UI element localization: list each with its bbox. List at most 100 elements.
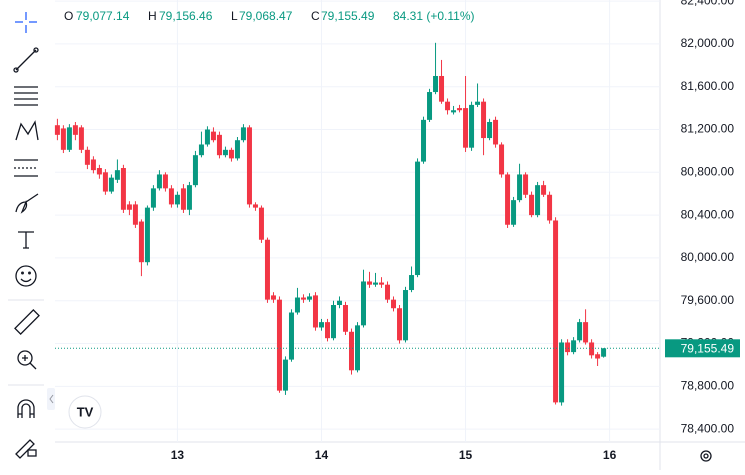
zoom-tool[interactable]: [17, 350, 37, 370]
candle-body: [361, 281, 367, 326]
crosshair-tool[interactable]: [15, 12, 37, 33]
legend-value: 79,077.14: [76, 9, 130, 23]
candle-body: [210, 131, 216, 141]
legend-label: L: [231, 9, 238, 23]
ruler-tool[interactable]: [14, 309, 40, 335]
candle-body: [601, 348, 607, 357]
candle-body: [252, 204, 258, 208]
collapse-arrow: [49, 394, 54, 404]
candle-body: [493, 119, 499, 145]
candle-body: [312, 295, 318, 328]
candle-body: [72, 125, 78, 135]
candle-body: [457, 108, 463, 111]
candle-body: [427, 92, 433, 120]
candle-body: [318, 322, 324, 328]
candle-body: [246, 127, 252, 205]
legend-change: 84.31 (+0.11%): [393, 9, 475, 23]
y-tick-label: 80,800.00: [681, 164, 735, 178]
brush-tool[interactable]: [15, 193, 39, 214]
candle-body: [234, 140, 240, 159]
candle-body: [174, 194, 180, 205]
candle-body: [126, 204, 132, 210]
candle-body: [583, 322, 589, 343]
candle-body: [403, 290, 409, 341]
candle-body: [96, 168, 102, 175]
legend-label: O: [64, 9, 73, 23]
candle-body: [559, 342, 565, 403]
candle-body: [162, 174, 168, 189]
candle-body: [487, 122, 493, 139]
fib-tool[interactable]: [14, 86, 38, 106]
x-tick-label: 14: [315, 448, 329, 462]
candle-body: [192, 155, 198, 186]
forecast-tool[interactable]: [14, 159, 38, 177]
candle-body: [565, 342, 571, 353]
candle-body: [198, 144, 204, 156]
candle-body: [547, 194, 553, 221]
last-price-box: [665, 339, 740, 358]
legend-value: 79,155.49: [321, 9, 375, 23]
settings-button[interactable]: [700, 450, 712, 462]
x-tick-label: 16: [603, 448, 617, 462]
candle-body: [324, 322, 330, 339]
y-tick-label: 82,000.00: [681, 36, 735, 50]
candle-body: [348, 331, 354, 371]
legend-value: 79,068.47: [239, 9, 293, 23]
line-tool[interactable]: [13, 47, 39, 73]
candle-body: [138, 221, 144, 263]
emoji-tool[interactable]: [15, 265, 37, 287]
y-tick-label: 80,400.00: [681, 207, 735, 221]
candle-body: [168, 188, 174, 205]
candle-body: [535, 185, 541, 216]
candle-body: [84, 149, 90, 165]
candle-body: [258, 207, 264, 240]
candle-body: [445, 101, 451, 111]
y-tick-label: 82,400.00: [681, 0, 735, 7]
candle-body: [186, 185, 192, 210]
candle-body: [336, 300, 342, 306]
pattern-tool[interactable]: [15, 120, 39, 141]
y-tick-label: 80,000.00: [681, 250, 735, 264]
candle-body: [180, 188, 186, 210]
candle-body: [54, 125, 60, 135]
candle-body: [589, 342, 595, 356]
candle-body: [270, 295, 276, 300]
candle-body: [433, 75, 439, 93]
logo-button[interactable]: TV: [68, 395, 102, 429]
candle-body: [469, 104, 475, 148]
candle-body: [415, 161, 421, 276]
candle-body: [144, 207, 150, 263]
magnet-tool[interactable]: [17, 399, 35, 418]
y-tick-label: 81,200.00: [681, 122, 735, 136]
candle-body: [421, 119, 427, 162]
candle-body: [553, 220, 559, 403]
candle-body: [306, 296, 312, 300]
candle-body: [475, 101, 481, 105]
collapse-button[interactable]: [47, 388, 55, 410]
toolbar: [8, 12, 55, 459]
logo-text: TV: [77, 404, 94, 419]
candle-body: [114, 170, 120, 180]
candle-body: [511, 200, 517, 225]
candle-body: [108, 177, 114, 192]
candle-body: [300, 297, 306, 300]
candle-body: [66, 127, 72, 150]
text-tool[interactable]: [18, 231, 34, 249]
candle-body: [102, 172, 108, 192]
lock-tool[interactable]: [15, 439, 37, 459]
candle-body: [240, 127, 246, 141]
candle-body: [451, 110, 457, 113]
candle-body: [463, 108, 469, 148]
plot: 78,400.0078,800.0079,200.0079,600.0080,0…: [54, 0, 740, 462]
legend: O 79,077.14 H 79,156.46 L 79,068.47 C 79…: [64, 9, 475, 23]
candle-body: [439, 75, 445, 102]
candle-body: [330, 305, 336, 339]
candle-body: [294, 297, 300, 313]
y-tick-label: 78,400.00: [681, 421, 735, 435]
y-tick-label: 78,800.00: [681, 379, 735, 393]
candle-body: [523, 174, 529, 195]
y-tick-label: 79,600.00: [681, 293, 735, 307]
legend-label: H: [148, 9, 157, 23]
candle-body: [571, 340, 577, 353]
